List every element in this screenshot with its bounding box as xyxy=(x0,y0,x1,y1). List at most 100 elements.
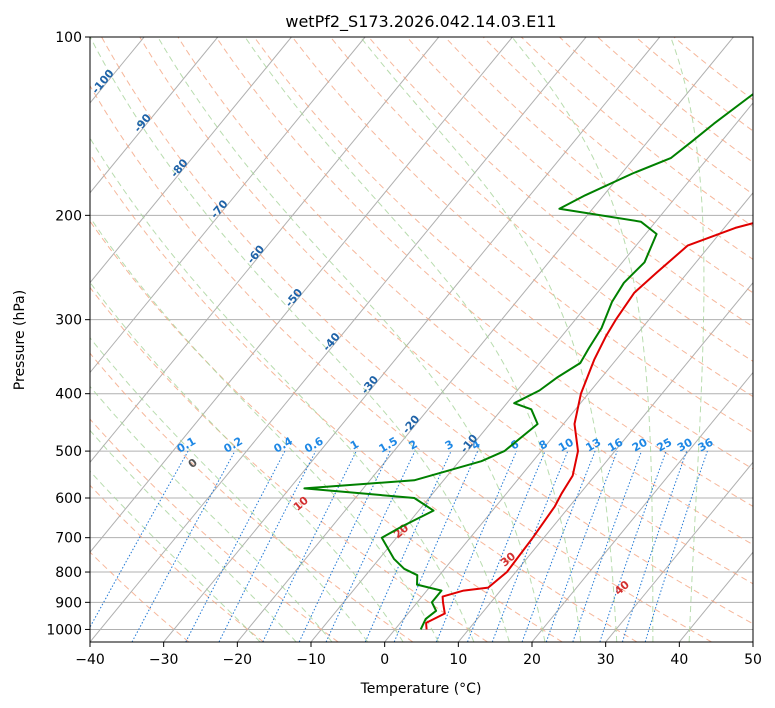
isotherm-line xyxy=(90,37,292,284)
moist-adiabat-line xyxy=(511,37,654,642)
dry-adiabat-line xyxy=(215,37,753,507)
isotherm-line xyxy=(310,102,753,642)
temperature-profile xyxy=(425,222,753,630)
mixing-ratio-line xyxy=(90,450,189,629)
mixing-ratio-label: 25 xyxy=(655,436,675,455)
dry-adiabat-line xyxy=(177,37,753,546)
isotherm-line xyxy=(90,37,219,194)
y-tick-label: 300 xyxy=(55,313,82,329)
plot-frame xyxy=(89,36,754,643)
isotherm-label: -30 xyxy=(359,373,382,397)
mixing-ratio-label: 1 xyxy=(348,438,361,453)
dry-adiabat-line xyxy=(520,37,753,228)
dry-adiabat-line xyxy=(90,220,563,642)
dry-adiabat-line xyxy=(90,153,638,642)
moist-adiabat-line xyxy=(90,37,510,642)
mixing-ratio-line xyxy=(467,450,546,642)
mixing-ratio-line xyxy=(644,450,708,642)
moist-adiabat-line xyxy=(157,37,546,642)
y-tick-label: 200 xyxy=(55,208,82,224)
moist-adiabat-line xyxy=(90,336,369,642)
mixing-ratio-label: 0.1 xyxy=(175,435,198,456)
mixing-ratio-line xyxy=(298,450,391,642)
isotherm-line xyxy=(90,37,513,553)
isotherm-label: -60 xyxy=(244,242,267,266)
mixing-ratio-line xyxy=(572,450,642,642)
dry-adiabat-line xyxy=(292,37,753,434)
x-tick-label: −10 xyxy=(296,652,326,668)
dry-adiabat-line xyxy=(139,37,753,585)
y-tick-label: 700 xyxy=(55,531,82,547)
mixing-ratio-line xyxy=(435,450,517,642)
x-tick-label: 50 xyxy=(744,652,762,668)
dry-adiabat-line xyxy=(90,84,712,642)
mixing-ratio-line xyxy=(185,450,286,642)
mixing-ratio-line xyxy=(491,450,569,642)
y-tick-label: 400 xyxy=(55,387,82,403)
isotherm-label: -20 xyxy=(400,412,423,436)
x-tick-label: 30 xyxy=(597,652,615,668)
dewpoint-profile xyxy=(303,93,753,630)
dry-adiabat-line xyxy=(90,551,190,642)
mixing-ratio-line xyxy=(521,450,596,642)
mixing-ratio-line xyxy=(621,450,688,642)
mixing-ratio-line xyxy=(262,450,357,642)
mixing-ratio-label: 2 xyxy=(407,438,420,453)
mixing-ratio-label: 30 xyxy=(675,435,695,454)
moist-adiabat-line xyxy=(90,137,475,642)
isotherm-line xyxy=(531,371,753,642)
dry-adiabat-line xyxy=(444,37,753,294)
isotherm-label: -100 xyxy=(89,67,117,97)
dry-adiabat-line xyxy=(90,352,414,642)
mixing-ratio-label: 1.5 xyxy=(377,435,400,456)
dry-adiabat-line xyxy=(482,37,753,260)
mixing-ratio-label: 20 xyxy=(630,435,650,454)
y-tick-label: 600 xyxy=(55,491,82,507)
x-axis-label: Temperature (°C) xyxy=(360,681,482,697)
mixing-ratio-line xyxy=(599,450,667,642)
mixing-ratio-label: 3 xyxy=(443,438,456,453)
mixing-ratio-label: 8 xyxy=(537,438,550,453)
moist-adiabat-line xyxy=(670,37,705,642)
mixing-ratio-label: 16 xyxy=(606,435,626,454)
dry-adiabat-line xyxy=(90,418,339,642)
isotherm-label: -50 xyxy=(283,286,306,310)
chart-title: wetPf2_S173.2026.042.14.03.E11 xyxy=(285,12,556,32)
axis-ticks: −40 −30 −20 −10 0 10 20 30 40 50 1000 900 800 700 600 5… xyxy=(46,30,762,668)
x-tick-label: 0 xyxy=(380,652,389,668)
moist-adiabat-line xyxy=(90,216,439,642)
background-lines xyxy=(0,37,753,642)
dry-adiabat-line xyxy=(90,286,488,642)
sounding-series xyxy=(303,93,753,630)
dry-adiabat-line xyxy=(635,37,753,132)
y-tick-label: 100 xyxy=(55,30,82,46)
isotherm-line xyxy=(90,37,440,464)
y-axis-label: Pressure (hPa) xyxy=(12,290,28,390)
mixing-ratio-line xyxy=(325,450,416,642)
line-labels: 0.1 0.2 0.4 0.6 1 1.5 2 3 4 6 8 10 13 16 20 25 30 36-100-… xyxy=(89,67,716,598)
moist-adiabat-line xyxy=(244,37,582,642)
moist-adiabat-line xyxy=(90,470,261,642)
isotherm-line xyxy=(0,37,70,642)
isotherm-line xyxy=(384,192,753,642)
y-tick-label: 800 xyxy=(55,565,82,581)
dry-adiabat-line xyxy=(330,37,753,398)
mixing-ratio-line xyxy=(218,450,317,642)
y-tick-label: 900 xyxy=(55,595,82,611)
x-tick-label: 40 xyxy=(670,652,688,668)
x-tick-label: 20 xyxy=(523,652,541,668)
dry-adiabat-line xyxy=(559,37,753,195)
isotherm-line xyxy=(605,461,753,642)
dry-adiabat-line xyxy=(368,37,753,362)
isotherm-line xyxy=(457,281,753,642)
mixing-ratio-line xyxy=(393,450,479,642)
x-tick-label: −20 xyxy=(223,652,253,668)
x-tick-label: −30 xyxy=(149,652,179,668)
mixing-ratio-label: 13 xyxy=(583,436,603,455)
y-tick-label: 500 xyxy=(55,444,82,460)
mixing-ratio-label: 10 xyxy=(556,435,576,454)
isotherm-line xyxy=(163,37,661,642)
x-tick-label: −40 xyxy=(75,652,105,668)
dry-adiabat-line xyxy=(101,37,753,625)
